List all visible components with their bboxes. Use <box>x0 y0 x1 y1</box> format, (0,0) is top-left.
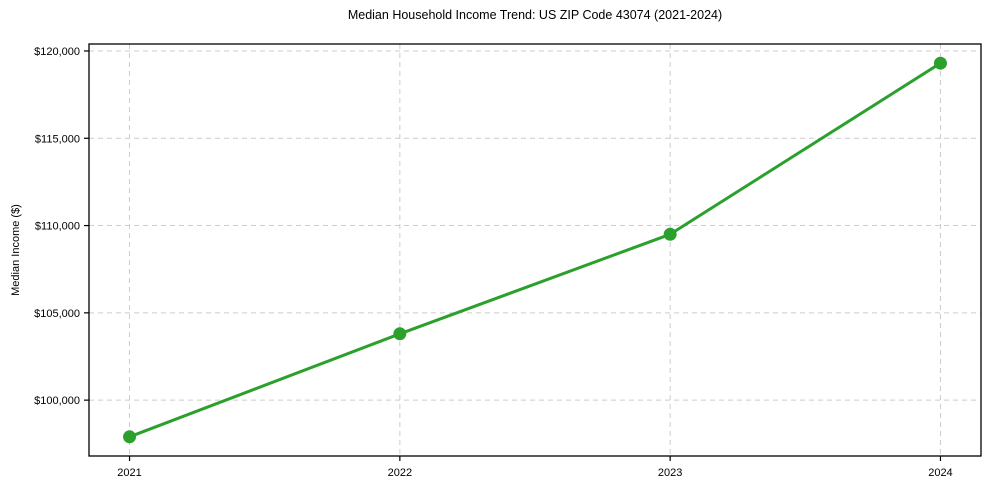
chart-title: Median Household Income Trend: US ZIP Co… <box>347 8 723 22</box>
y-tick-label: $115,000 <box>35 133 80 145</box>
y-tick-label: $110,000 <box>35 221 80 233</box>
x-tick-label: 2021 <box>117 467 141 479</box>
x-tick-label: 2023 <box>658 467 682 479</box>
x-tick-label: 2024 <box>928 467 952 479</box>
data-point-marker <box>393 327 407 341</box>
trend-line <box>128 61 942 439</box>
data-point-marker <box>663 227 677 241</box>
data-point-marker <box>933 56 947 70</box>
y-tick-label: $100,000 <box>34 395 80 407</box>
x-tick-label: 2022 <box>388 467 412 479</box>
y-tick-label: $105,000 <box>34 308 80 320</box>
plot-border <box>88 43 982 457</box>
y-tick-label: $120,000 <box>34 46 80 58</box>
data-point-marker <box>123 430 137 444</box>
